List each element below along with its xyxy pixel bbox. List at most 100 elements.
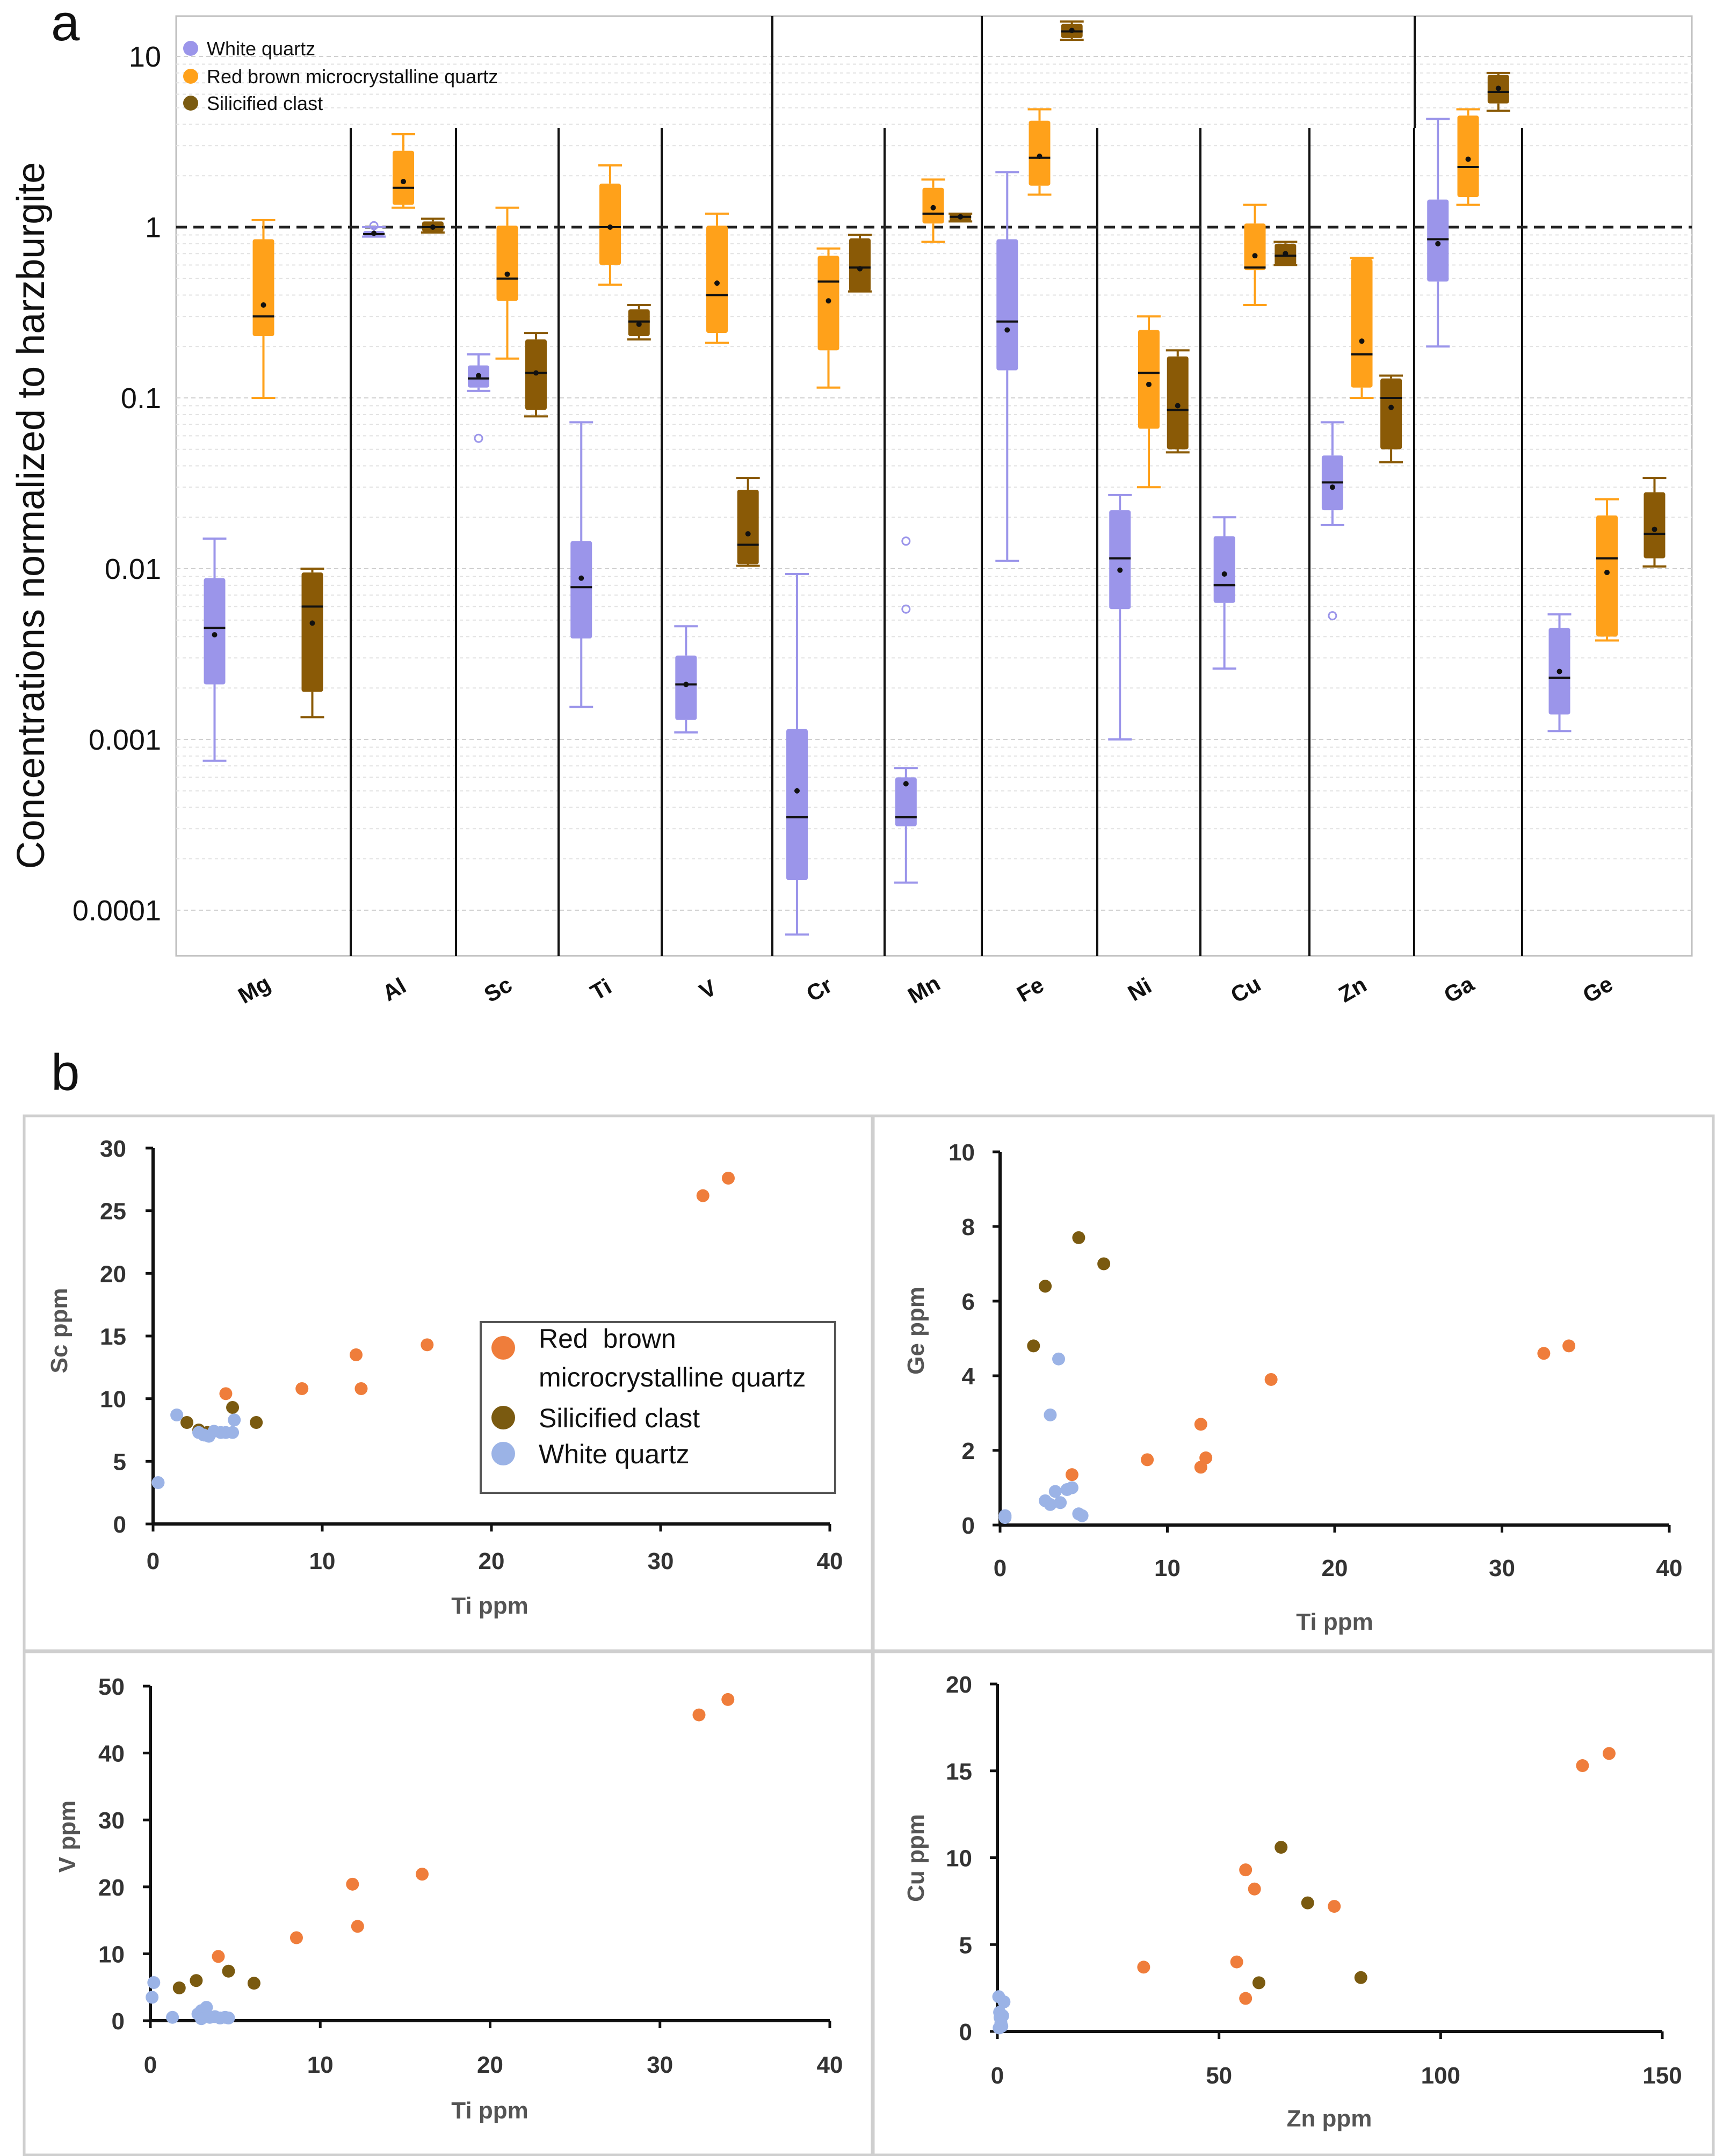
mean-marker — [794, 788, 800, 794]
data-point-rb — [1194, 1461, 1207, 1474]
x-tick-label: 10 — [309, 1548, 336, 1574]
mean-marker — [1146, 381, 1152, 387]
panel-a-gridlines — [176, 56, 1692, 911]
panel-a-separators — [350, 16, 1523, 956]
x-tick-label: 20 — [479, 1548, 505, 1574]
panel-a-boxes — [202, 20, 1667, 936]
panel-a-boxplot: 10 1 0.1 0.01 0.001 0.0001 Mg Al Sc Ti V Cr Mn Fe Ni C… — [10, 15, 1693, 1008]
x-tick-label: 100 — [1421, 2063, 1460, 2089]
b1-legend-silicified-label: Silicified clast — [539, 1403, 700, 1433]
b3-ylabel: V ppm — [54, 1801, 81, 1872]
mean-marker — [1495, 85, 1501, 91]
iqr-box — [1109, 510, 1131, 609]
mean-marker — [1652, 526, 1657, 532]
data-point-wq — [1044, 1408, 1057, 1421]
iqr-box — [1213, 536, 1235, 603]
b1-series-wq — [151, 1409, 241, 1489]
scatter-v-vs-ti: Ti ppm V ppm 0 10 20 30 40 50 0 10 20 30 40 — [54, 1674, 843, 2124]
b1-legend-red-brown-line2: microcrystalline quartz — [539, 1362, 806, 1392]
data-point-rb — [1602, 1747, 1616, 1760]
outlier-marker — [901, 604, 911, 614]
box-Al-rb — [392, 133, 415, 209]
data-point-rb — [696, 1189, 709, 1202]
panel-a-legend: White quartz Red brown microcrystalline … — [183, 38, 498, 114]
box-Mg-sc — [300, 568, 324, 718]
data-point-rb — [1264, 1373, 1278, 1386]
data-point-wq — [997, 1995, 1011, 2009]
y-tick-label: 0.1 — [121, 382, 161, 415]
box-Al-wq — [362, 221, 386, 238]
panel-a-yticks: 10 1 0.1 0.01 0.001 0.0001 — [73, 41, 161, 927]
x-tick-label: 150 — [1642, 2063, 1682, 2089]
data-point-sc — [1275, 1841, 1288, 1854]
legend-silicified-label: Silicified clast — [207, 92, 323, 114]
data-point-rb — [346, 1877, 359, 1891]
box-Cu-rb — [1243, 204, 1267, 306]
element-label: Cu — [1226, 971, 1265, 1008]
y-tick-label: 10 — [98, 1941, 125, 1968]
iqr-box — [1138, 330, 1160, 429]
element-label: Sc — [480, 971, 516, 1007]
mean-marker — [1465, 156, 1471, 162]
element-label: Ge — [1579, 971, 1617, 1008]
box-Zn-sc — [1379, 374, 1403, 463]
mean-marker — [1175, 403, 1181, 409]
b1-legend-red-brown-marker — [491, 1336, 515, 1360]
box-Ge-rb — [1595, 498, 1619, 642]
b1-ylabel: Sc ppm — [46, 1288, 73, 1374]
box-Sc-wq — [467, 353, 491, 443]
data-point-wq — [1075, 1509, 1089, 1522]
data-point-rb — [1194, 1418, 1207, 1431]
data-point-wq — [166, 2010, 179, 2024]
b4-series-wq — [992, 1990, 1011, 2035]
data-point-rb — [289, 1931, 303, 1944]
mean-marker — [476, 373, 482, 379]
b1-legend: Red brown microcrystalline quartz Silici… — [480, 1321, 836, 1494]
panel-b-outer-frame — [23, 1114, 1715, 2156]
data-point-wq — [1054, 1496, 1067, 1509]
b3-series-wq — [146, 1976, 235, 2026]
box-Ge-sc — [1642, 476, 1667, 568]
data-point-sc — [250, 1416, 263, 1429]
y-tick-label: 6 — [962, 1289, 975, 1315]
mean-marker — [371, 230, 377, 236]
mean-marker — [430, 224, 436, 230]
data-point-rb — [1576, 1759, 1589, 1773]
box-Mn-rb — [921, 178, 945, 243]
y-tick-label: 0.0001 — [73, 895, 161, 927]
data-point-sc — [172, 1981, 186, 1994]
box-Fe-wq — [995, 171, 1019, 562]
mean-marker — [533, 370, 539, 376]
iqr-box — [570, 541, 592, 639]
mean-marker — [745, 531, 751, 537]
mean-marker — [401, 179, 406, 185]
b1-axes: 0 5 10 15 20 25 30 0 10 20 30 40 — [100, 1136, 843, 1574]
data-point-wq — [998, 1509, 1012, 1522]
iqr-box — [1351, 259, 1373, 388]
box-Ti-rb — [598, 164, 622, 286]
box-Ga-sc — [1486, 71, 1510, 112]
y-tick-label: 20 — [98, 1875, 125, 1901]
data-point-rb — [1239, 1992, 1252, 2005]
iqr-box — [895, 777, 917, 826]
iqr-box — [599, 183, 621, 265]
x-tick-label: 30 — [648, 1548, 674, 1574]
b4-xlabel: Zn ppm — [1287, 2106, 1372, 2132]
box-Ga-wq — [1426, 118, 1450, 348]
y-tick-label: 4 — [962, 1363, 975, 1390]
box-V-wq — [674, 625, 698, 734]
data-point-rb — [722, 1172, 735, 1185]
x-tick-label: 30 — [1489, 1555, 1515, 1581]
panel-a-element-labels: Mg Al Sc Ti V Cr Mn Fe Ni Cu Zn Ga Ge — [234, 970, 1617, 1008]
iqr-box — [301, 572, 323, 692]
data-point-rb — [1137, 1961, 1150, 1974]
element-label: Mg — [234, 970, 274, 1008]
data-point-wq — [1052, 1352, 1066, 1366]
iqr-box — [1167, 356, 1189, 449]
data-point-rb — [351, 1920, 364, 1933]
box-Cu-sc — [1273, 241, 1298, 266]
b2-series-sc — [1027, 1231, 1111, 1353]
mean-marker — [1069, 27, 1075, 33]
mean-marker — [578, 575, 584, 581]
